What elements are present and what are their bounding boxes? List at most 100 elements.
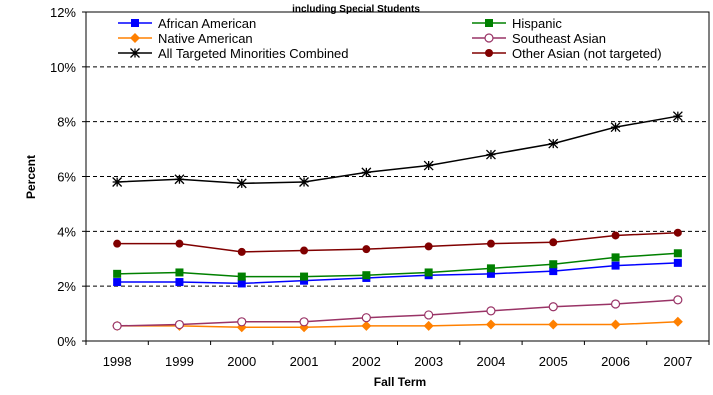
- data-point: [175, 239, 184, 248]
- series-other-asian-not-targeted: [113, 228, 682, 256]
- data-point: [548, 302, 558, 312]
- legend-item: All Targeted Minorities Combined: [118, 46, 349, 61]
- legend-label: Hispanic: [512, 16, 562, 31]
- data-point: [113, 269, 122, 278]
- chart-title: including Special Students: [292, 4, 420, 15]
- data-point: [112, 177, 123, 187]
- data-point: [610, 319, 621, 330]
- data-point: [299, 317, 309, 327]
- data-point: [486, 306, 496, 316]
- data-point: [549, 267, 558, 276]
- series-african-american: [113, 258, 682, 288]
- data-point: [174, 174, 185, 185]
- series-native-american: [112, 316, 683, 333]
- data-point: [486, 264, 495, 273]
- legend-marker: [485, 19, 493, 27]
- x-tick-label: 2004: [476, 354, 505, 369]
- data-point: [672, 111, 683, 122]
- legend-marker: [131, 19, 139, 27]
- series-southeast-asian: [112, 295, 683, 331]
- y-tick-label: 2%: [57, 279, 76, 294]
- legend-label: All Targeted Minorities Combined: [158, 46, 349, 61]
- data-point: [361, 320, 372, 331]
- data-point: [174, 319, 185, 330]
- series-all-targeted-minorities-combined: [112, 111, 683, 189]
- data-point: [672, 316, 683, 327]
- legend-label: Other Asian (not targeted): [512, 46, 662, 61]
- series-line: [117, 115, 678, 185]
- y-tick-label: 12%: [50, 5, 76, 20]
- data-point: [548, 319, 559, 330]
- data-point: [611, 253, 620, 262]
- y-tick-label: 8%: [57, 115, 76, 130]
- x-tick-label: 2007: [663, 354, 692, 369]
- data-point: [673, 295, 683, 305]
- data-point: [424, 310, 434, 320]
- data-point: [362, 271, 371, 280]
- data-point: [175, 268, 184, 277]
- series-line: [117, 299, 678, 327]
- data-point: [236, 178, 247, 189]
- data-point: [113, 278, 122, 287]
- data-point: [424, 268, 433, 277]
- x-tick-label: 1999: [165, 354, 194, 369]
- data-point: [423, 320, 434, 331]
- data-point: [549, 238, 558, 247]
- legend-label: African American: [158, 16, 256, 31]
- data-point: [611, 261, 620, 270]
- data-point: [549, 260, 558, 269]
- data-point: [300, 272, 309, 281]
- series-line: [117, 231, 678, 253]
- data-point: [548, 138, 559, 149]
- data-point: [611, 231, 620, 240]
- data-point: [237, 317, 247, 327]
- data-point: [237, 247, 246, 256]
- legend-item: Southeast Asian: [472, 31, 606, 46]
- y-axis-title: Percent: [24, 155, 38, 199]
- series-line: [117, 321, 678, 329]
- data-point: [485, 149, 496, 160]
- data-point: [113, 239, 122, 248]
- x-tick-label: 2003: [414, 354, 443, 369]
- legend-marker: [130, 33, 140, 43]
- data-point: [112, 321, 122, 331]
- x-axis-title: Fall Term: [374, 375, 426, 389]
- data-point: [300, 246, 309, 255]
- data-point: [237, 279, 246, 288]
- series-line: [117, 252, 678, 278]
- x-tick-label: 2005: [539, 354, 568, 369]
- legend-marker: [485, 49, 493, 57]
- data-point: [486, 269, 495, 278]
- legend-item: Native American: [118, 31, 253, 46]
- data-point: [237, 272, 246, 281]
- data-point: [361, 167, 372, 178]
- x-tick-label: 2000: [227, 354, 256, 369]
- x-tick-label: 2006: [601, 354, 630, 369]
- data-point: [486, 239, 495, 248]
- x-tick-label: 1998: [103, 354, 132, 369]
- data-point: [673, 258, 682, 267]
- legend-marker: [130, 48, 140, 58]
- data-point: [424, 242, 433, 251]
- x-axis: 1998 1999 2000 2001 2002 2003 2004 2005 2006 2007: [85, 341, 710, 369]
- x-tick-label: 2002: [352, 354, 381, 369]
- gridlines: [86, 66, 709, 287]
- series-line: [117, 262, 678, 285]
- y-axis: 0% 2% 4% 6% 8% 10% 12%: [50, 5, 86, 349]
- y-tick-label: 4%: [57, 224, 76, 239]
- legend-item: Hispanic: [472, 16, 562, 31]
- data-point: [423, 160, 434, 171]
- x-tick-label: 2001: [290, 354, 319, 369]
- data-point: [300, 276, 309, 285]
- legend-item: Other Asian (not targeted): [472, 46, 662, 61]
- legend-marker: [484, 33, 494, 43]
- data-point: [361, 313, 371, 323]
- y-tick-label: 10%: [50, 60, 76, 75]
- data-point: [299, 177, 310, 187]
- data-point: [362, 245, 371, 254]
- data-point: [610, 299, 621, 309]
- series-group: [112, 111, 683, 333]
- legend-label: Native American: [158, 31, 253, 46]
- series-hispanic: [113, 249, 682, 281]
